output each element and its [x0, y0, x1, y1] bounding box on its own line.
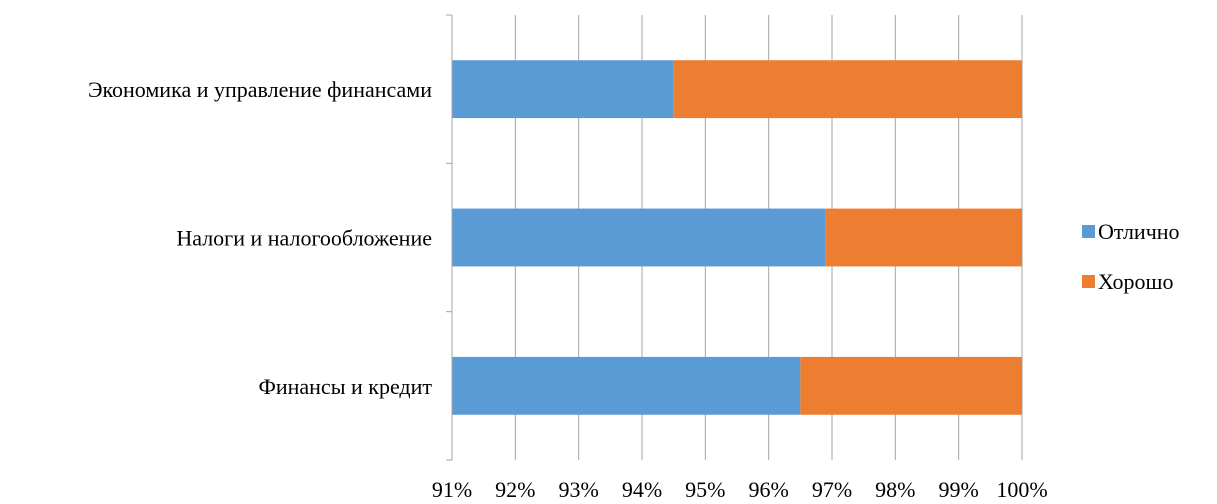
x-tick-label: 91% — [432, 477, 472, 502]
category-labels: Экономика и управление финансами Налоги и… — [88, 77, 432, 399]
x-tick-label: 97% — [812, 477, 852, 502]
bar-horosho — [673, 60, 1022, 119]
bar-horosho — [800, 356, 1022, 415]
legend-swatch — [1082, 275, 1095, 288]
category-label: Экономика и управление финансами — [88, 77, 432, 102]
x-tick-label: 94% — [622, 477, 662, 502]
bar-otlichno — [452, 60, 674, 119]
x-tick-label: 92% — [495, 477, 535, 502]
x-tick-label: 99% — [939, 477, 979, 502]
category-axis — [446, 14, 453, 461]
bars — [452, 60, 1022, 415]
x-tick-label: 93% — [559, 477, 599, 502]
category-label: Налоги и налогообложение — [176, 226, 432, 251]
legend-swatch — [1082, 225, 1095, 238]
x-tick-label: 96% — [749, 477, 789, 502]
bar-otlichno — [452, 208, 826, 267]
bar-horosho — [825, 208, 1022, 267]
bar-otlichno — [452, 356, 801, 415]
x-tick-label: 95% — [685, 477, 725, 502]
category-label: Финансы и кредит — [258, 374, 432, 399]
legend-label: Хорошо — [1098, 269, 1173, 294]
legend: Отлично Хорошо — [1082, 219, 1180, 294]
x-tick-label: 98% — [875, 477, 915, 502]
x-tick-labels: 91% 92% 93% 94% 95% 96% 97% 98% 99% 100% — [432, 477, 1048, 502]
legend-label: Отлично — [1098, 219, 1180, 244]
x-tick-label: 100% — [996, 477, 1047, 502]
